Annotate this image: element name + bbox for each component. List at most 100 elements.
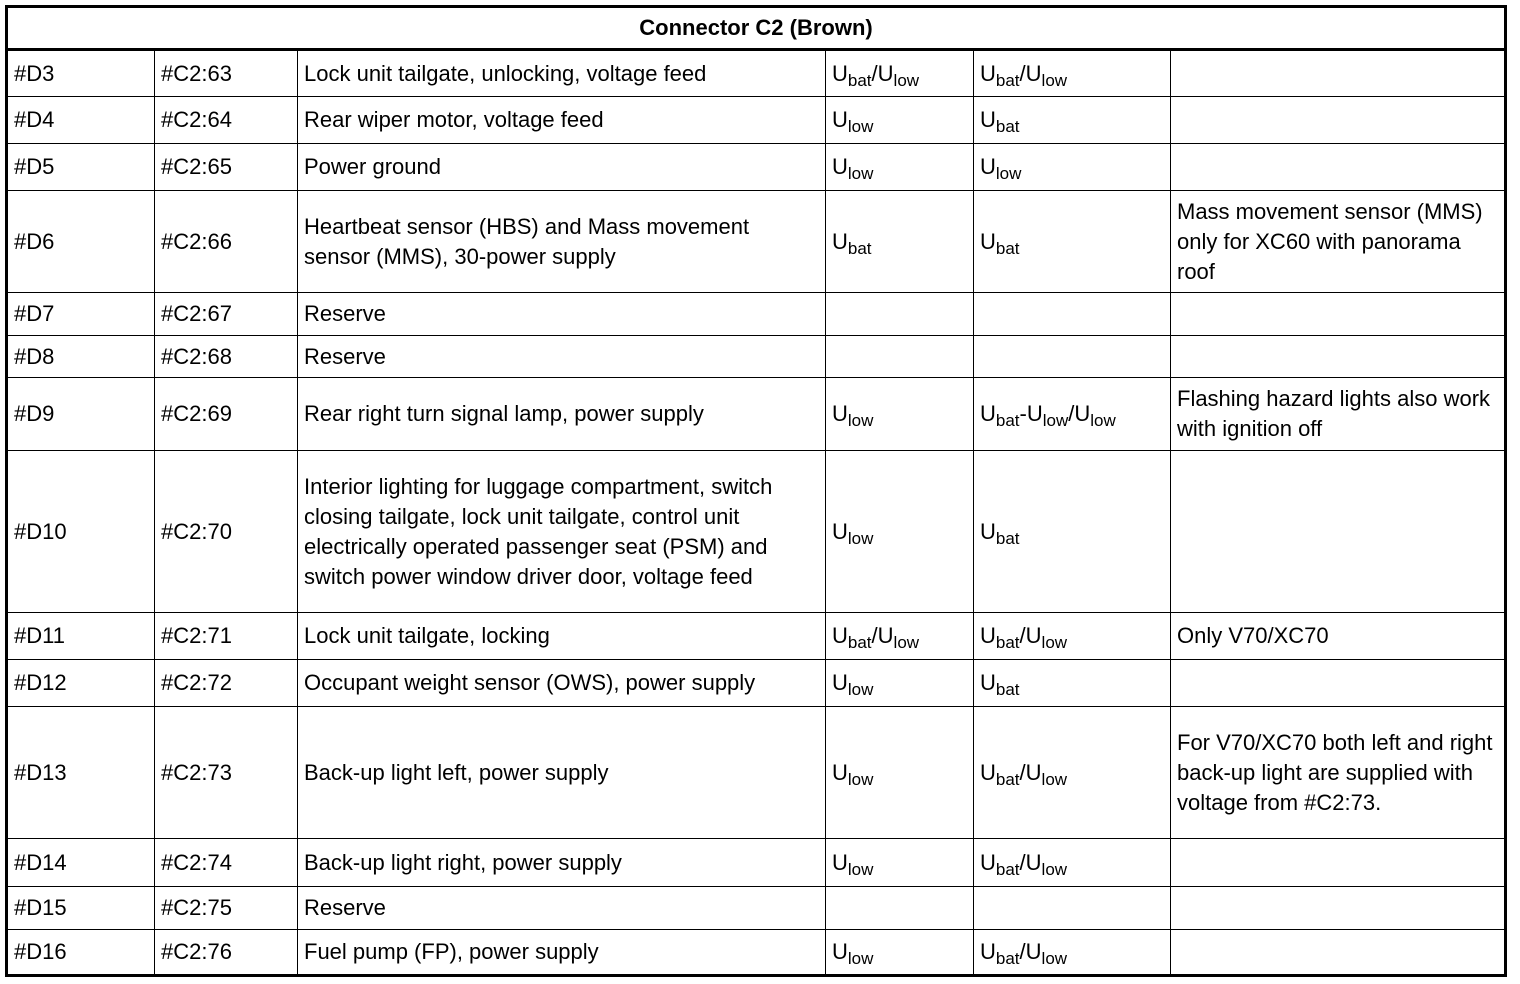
voltage-subscript: bat	[995, 70, 1020, 90]
voltage-1-cell: Ulow	[825, 838, 974, 887]
signal-id-cell: #D13	[6, 706, 155, 839]
description-cell: Reserve	[297, 886, 826, 930]
note-cell: Mass movement sensor (MMS) only for XC60…	[1170, 190, 1506, 293]
voltage-1-cell: Ulow	[825, 706, 974, 839]
signal-id-cell: #D5	[6, 143, 155, 191]
voltage-subscript: bat	[995, 769, 1020, 789]
note-cell	[1170, 335, 1506, 378]
voltage-subscript: low	[1041, 769, 1068, 789]
note-cell	[1170, 838, 1506, 887]
table-row: #D3 #C2:63 Lock unit tailgate, unlocking, …	[6, 49, 1506, 97]
voltage-1-cell: Ulow	[825, 659, 974, 707]
voltage-subscript: bat	[995, 411, 1020, 430]
voltage-subscript: bat	[995, 859, 1020, 879]
signal-id-cell: #D10	[6, 450, 155, 613]
voltage-1-cell	[825, 335, 974, 378]
note-cell	[1170, 659, 1506, 707]
voltage-2-cell: Ubat	[973, 190, 1171, 293]
pin-cell: #C2:68	[154, 335, 298, 378]
voltage-subscript: low	[1041, 70, 1068, 90]
table-row: #D11 #C2:71 Lock unit tailgate, locking Uba…	[6, 612, 1506, 660]
voltage-subscript: bat	[847, 70, 872, 90]
pin-cell: #C2:72	[154, 659, 298, 707]
description-cell: Lock unit tailgate, unlocking, voltage f…	[297, 49, 826, 97]
voltage-subscript: low	[995, 164, 1022, 183]
note-cell	[1170, 929, 1506, 976]
voltage-subscript: low	[1041, 949, 1068, 968]
note-cell	[1170, 450, 1506, 613]
voltage-subscript: bat	[995, 528, 1020, 548]
note-cell	[1170, 49, 1506, 97]
signal-id-cell: #D15	[6, 886, 155, 930]
pin-cell: #C2:73	[154, 706, 298, 839]
table-row: #D13 #C2:73 Back-up light left, power supp…	[6, 706, 1506, 839]
description-cell: Rear wiper motor, voltage feed	[297, 96, 826, 144]
pin-cell: #C2:63	[154, 49, 298, 97]
description-cell: Reserve	[297, 335, 826, 378]
pin-cell: #C2:70	[154, 450, 298, 613]
voltage-1-cell: Ubat/Ulow	[825, 49, 974, 97]
description-cell: Back-up light right, power supply	[297, 838, 826, 887]
voltage-2-cell	[973, 292, 1171, 336]
voltage-2-cell: Ubat/Ulow	[973, 929, 1171, 976]
voltage-1-cell: Ulow	[825, 377, 974, 451]
voltage-subscript: bat	[847, 238, 872, 258]
signal-id-cell: #D9	[6, 377, 155, 451]
signal-id-cell: #D8	[6, 335, 155, 378]
signal-id-cell: #D11	[6, 612, 155, 660]
voltage-2-cell: Ubat/Ulow	[973, 706, 1171, 839]
voltage-subscript: low	[1042, 411, 1069, 430]
description-cell: Lock unit tailgate, locking	[297, 612, 826, 660]
description-cell: Interior lighting for luggage compartmen…	[297, 450, 826, 613]
signal-id-cell: #D14	[6, 838, 155, 887]
voltage-1-cell: Ulow	[825, 96, 974, 144]
voltage-subscript: low	[1090, 411, 1116, 430]
signal-id-cell: #D7	[6, 292, 155, 336]
pin-cell: #C2:71	[154, 612, 298, 660]
voltage-subscript: low	[847, 680, 874, 699]
signal-id-cell: #D16	[6, 929, 155, 976]
description-cell: Power ground	[297, 143, 826, 191]
voltage-subscript: bat	[847, 633, 872, 652]
voltage-2-cell: Ubat/Ulow	[973, 838, 1171, 887]
signal-id-cell: #D3	[6, 49, 155, 97]
pin-cell: #C2:67	[154, 292, 298, 336]
table-row: #D8 #C2:68 Reserve	[6, 335, 1506, 378]
voltage-2-cell: Ubat	[973, 96, 1171, 144]
voltage-subscript: low	[847, 949, 874, 968]
description-cell: Back-up light left, power supply	[297, 706, 826, 839]
voltage-subscript: low	[893, 70, 920, 90]
voltage-1-cell: Ulow	[825, 929, 974, 976]
voltage-subscript: bat	[995, 238, 1020, 258]
voltage-subscript: low	[847, 164, 874, 183]
voltage-1-cell: Ulow	[825, 450, 974, 613]
description-cell: Rear right turn signal lamp, power suppl…	[297, 377, 826, 451]
voltage-1-cell	[825, 886, 974, 930]
voltage-1-cell: Ubat	[825, 190, 974, 293]
table-row: #D5 #C2:65 Power ground Ulow Ulow	[6, 143, 1506, 191]
voltage-subscript: low	[893, 633, 920, 652]
table-title: Connector C2 (Brown)	[6, 6, 1506, 51]
voltage-1-cell	[825, 292, 974, 336]
table-row: #D10 #C2:70 Interior lighting for luggage …	[6, 450, 1506, 613]
voltage-2-cell: Ulow	[973, 143, 1171, 191]
connector-table: Connector C2 (Brown) #D3 #C2:63 Lock unit …	[5, 5, 1507, 977]
pin-cell: #C2:64	[154, 96, 298, 144]
voltage-subscript: bat	[995, 680, 1020, 699]
note-cell: Flashing hazard lights also work with ig…	[1170, 377, 1506, 451]
table-row: #D12 #C2:72 Occupant weight sensor (OWS), …	[6, 659, 1506, 707]
table-row: #D4 #C2:64 Rear wiper motor, voltage feed U…	[6, 96, 1506, 144]
voltage-subscript: low	[1041, 859, 1068, 879]
signal-id-cell: #D6	[6, 190, 155, 293]
voltage-subscript: bat	[995, 117, 1020, 136]
voltage-1-cell: Ulow	[825, 143, 974, 191]
pin-cell: #C2:66	[154, 190, 298, 293]
voltage-subscript: low	[847, 411, 874, 430]
pin-cell: #C2:75	[154, 886, 298, 930]
table-header-row: Connector C2 (Brown)	[6, 6, 1506, 51]
voltage-2-cell	[973, 886, 1171, 930]
voltage-2-cell	[973, 335, 1171, 378]
note-cell	[1170, 886, 1506, 930]
table-row: #D6 #C2:66 Heartbeat sensor (HBS) and Mass…	[6, 190, 1506, 293]
description-cell: Reserve	[297, 292, 826, 336]
